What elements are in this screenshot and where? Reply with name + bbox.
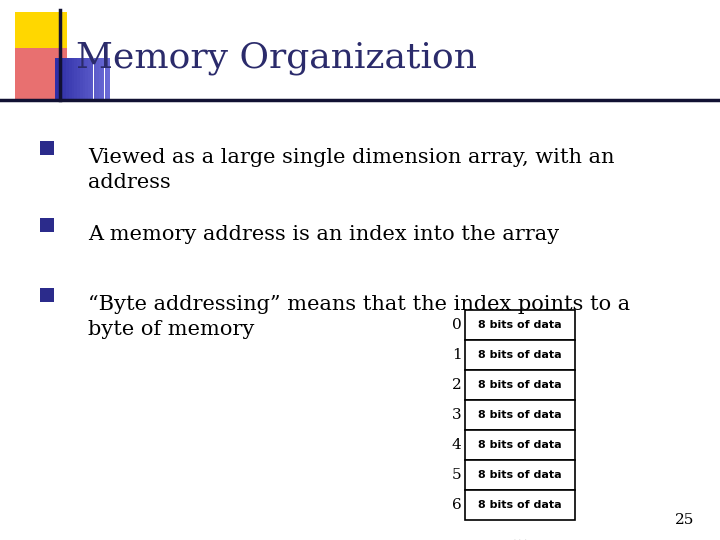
FancyBboxPatch shape <box>77 58 80 100</box>
FancyBboxPatch shape <box>80 58 83 100</box>
FancyBboxPatch shape <box>107 58 110 100</box>
Text: 0: 0 <box>451 318 462 332</box>
Text: 8 bits of data: 8 bits of data <box>478 320 562 330</box>
FancyBboxPatch shape <box>465 400 575 430</box>
Text: A memory address is an index into the array: A memory address is an index into the ar… <box>88 225 559 244</box>
FancyBboxPatch shape <box>40 141 54 155</box>
FancyBboxPatch shape <box>55 58 58 100</box>
Text: 8 bits of data: 8 bits of data <box>478 410 562 420</box>
FancyBboxPatch shape <box>58 58 60 100</box>
FancyBboxPatch shape <box>15 12 67 64</box>
FancyBboxPatch shape <box>465 490 575 520</box>
Text: 8 bits of data: 8 bits of data <box>478 500 562 510</box>
Text: Memory Organization: Memory Organization <box>76 41 477 75</box>
FancyBboxPatch shape <box>40 218 54 232</box>
FancyBboxPatch shape <box>63 58 66 100</box>
FancyBboxPatch shape <box>68 58 71 100</box>
FancyBboxPatch shape <box>71 58 74 100</box>
FancyBboxPatch shape <box>66 58 68 100</box>
FancyBboxPatch shape <box>15 48 67 100</box>
FancyBboxPatch shape <box>465 310 575 340</box>
Text: 1: 1 <box>451 348 462 362</box>
Text: 8 bits of data: 8 bits of data <box>478 350 562 360</box>
FancyBboxPatch shape <box>465 370 575 400</box>
FancyBboxPatch shape <box>74 58 77 100</box>
Text: 3: 3 <box>451 408 462 422</box>
FancyBboxPatch shape <box>102 58 104 100</box>
FancyBboxPatch shape <box>104 58 107 100</box>
Text: “Byte addressing” means that the index points to a
byte of memory: “Byte addressing” means that the index p… <box>88 295 630 339</box>
FancyBboxPatch shape <box>85 58 88 100</box>
FancyBboxPatch shape <box>465 430 575 460</box>
Text: 6: 6 <box>451 498 462 512</box>
FancyBboxPatch shape <box>465 460 575 490</box>
Text: 8 bits of data: 8 bits of data <box>478 440 562 450</box>
FancyBboxPatch shape <box>60 58 63 100</box>
Text: 8 bits of data: 8 bits of data <box>478 380 562 390</box>
Text: ...: ... <box>511 528 528 540</box>
Text: 2: 2 <box>451 378 462 392</box>
FancyBboxPatch shape <box>40 288 54 302</box>
FancyBboxPatch shape <box>99 58 102 100</box>
Text: 8 bits of data: 8 bits of data <box>478 470 562 480</box>
Text: Viewed as a large single dimension array, with an
address: Viewed as a large single dimension array… <box>88 148 614 192</box>
FancyBboxPatch shape <box>91 58 94 100</box>
Text: 5: 5 <box>451 468 462 482</box>
Text: 25: 25 <box>675 512 695 526</box>
FancyBboxPatch shape <box>83 58 85 100</box>
FancyBboxPatch shape <box>465 340 575 370</box>
FancyBboxPatch shape <box>88 58 91 100</box>
FancyBboxPatch shape <box>96 58 99 100</box>
Text: 4: 4 <box>451 438 462 452</box>
FancyBboxPatch shape <box>94 58 96 100</box>
